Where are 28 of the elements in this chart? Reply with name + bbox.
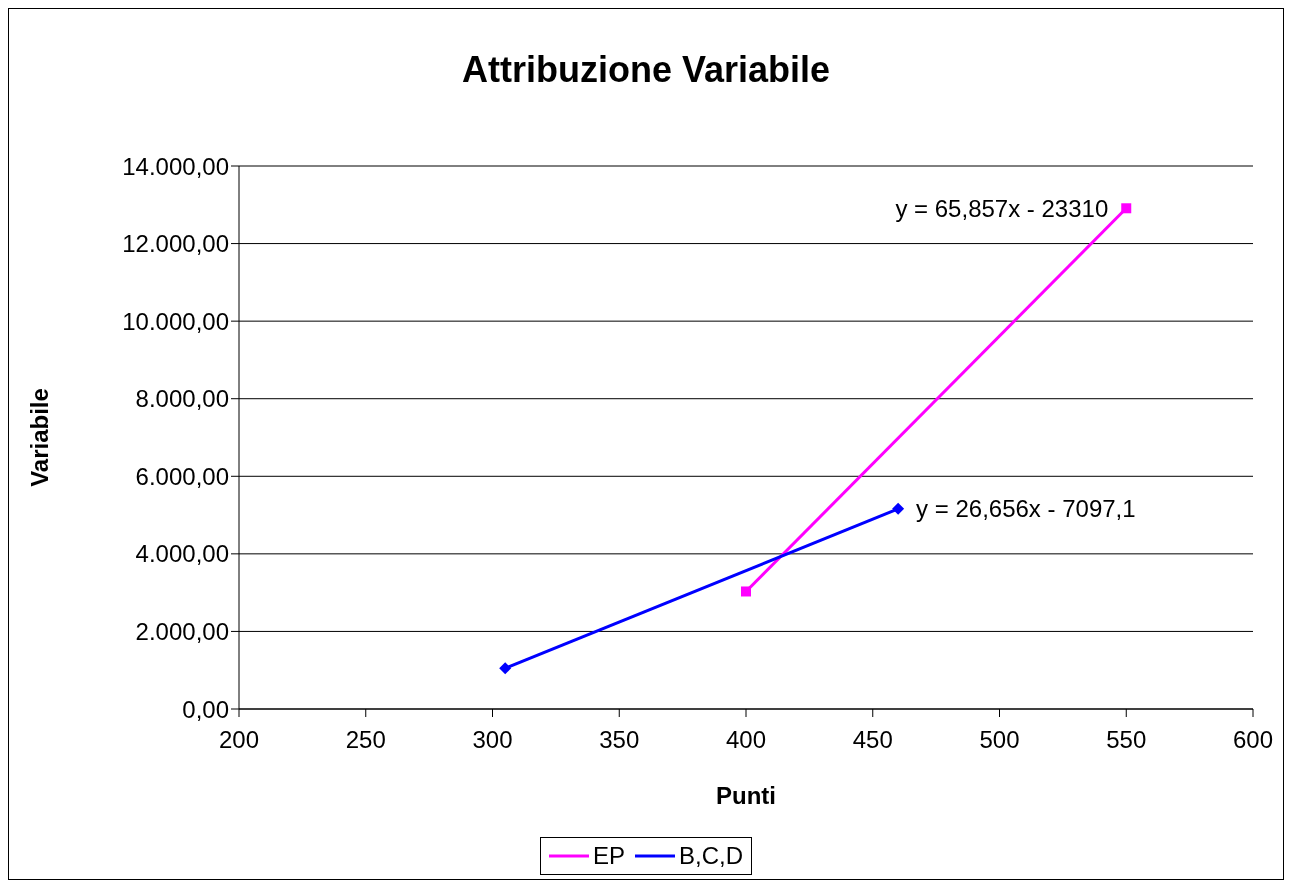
x-axis-title: Punti <box>716 782 776 810</box>
x-tick-label: 300 <box>472 726 513 754</box>
y-tick-label: 2.000,00 <box>135 617 229 645</box>
x-tick-label: 600 <box>1232 726 1274 754</box>
x-tick-label: 450 <box>852 726 893 754</box>
y-axis-title: Variabile <box>25 388 53 487</box>
y-tick-label: 0,00 <box>182 695 229 723</box>
y-tick-label: 14.000,00 <box>122 152 229 180</box>
y-tick-label: 10.000,00 <box>122 307 229 335</box>
annotation: y = 65,857x - 23310 <box>895 194 1109 222</box>
legend-label: EP <box>592 842 625 870</box>
y-tick-label: 6.000,00 <box>135 462 229 490</box>
x-tick-label: 200 <box>218 726 260 754</box>
point <box>741 586 751 597</box>
x-tick-label: 250 <box>345 726 386 754</box>
x-tick-label: 350 <box>599 726 640 754</box>
point <box>892 502 905 515</box>
y-tick-label: 8.000,00 <box>135 385 229 413</box>
x-tick-label: 550 <box>1106 726 1147 754</box>
x-tick-label: 400 <box>725 726 767 754</box>
legend-label: B,C,D <box>679 842 744 870</box>
point <box>1121 203 1132 214</box>
chart-title: Attribuzione Variabile <box>460 49 832 91</box>
y-tick-label: 12.000,00 <box>122 230 229 258</box>
annotation: y = 26,656x - 7097,1 <box>916 495 1136 523</box>
point <box>499 662 512 675</box>
y-tick-label: 4.000,00 <box>135 540 229 568</box>
x-tick-label: 500 <box>979 726 1020 754</box>
